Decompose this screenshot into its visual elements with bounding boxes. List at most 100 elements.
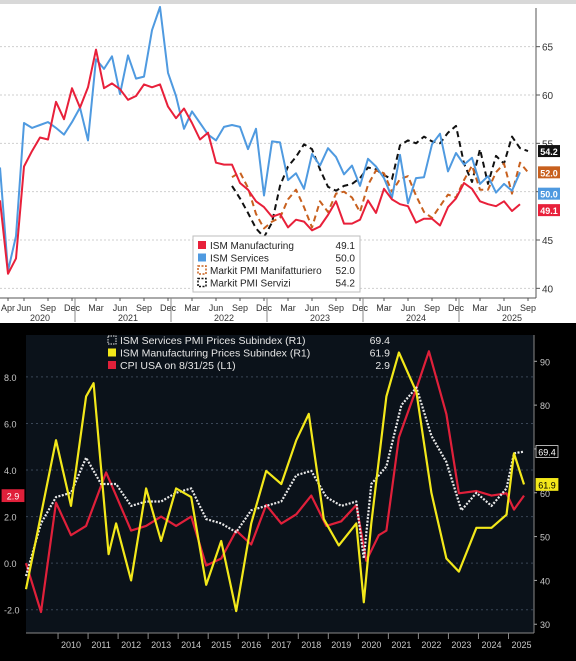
chart2-series-line-0 bbox=[24, 386, 525, 577]
chart1-xtick-label: Jun bbox=[17, 303, 32, 313]
chart1-xtick-label: Sep bbox=[328, 303, 344, 313]
chart1-end-value-tag bbox=[538, 166, 560, 179]
chart1-xtick-label: Sep bbox=[136, 303, 152, 313]
chart2-right-tick-label: 90 bbox=[540, 357, 550, 367]
chart1-end-value-label: 50.0 bbox=[540, 190, 558, 200]
chart1-year-label: 2023 bbox=[310, 313, 330, 323]
chart1-xtick-label: Apr bbox=[1, 303, 15, 313]
chart1-ytick-label: 45 bbox=[542, 236, 554, 247]
chart2-legend-value: 69.4 bbox=[370, 335, 391, 347]
chart1-ytick-label: 60 bbox=[542, 91, 554, 102]
chart1-xtick-label: Sep bbox=[232, 303, 248, 313]
chart1-series-line-3 bbox=[231, 124, 529, 239]
chart1-legend-swatch bbox=[197, 277, 207, 288]
chart2-left-tick-label: 0.0 bbox=[4, 559, 17, 569]
chart2-legend-swatch bbox=[107, 335, 117, 345]
chart2-xtick-label: 2023 bbox=[451, 640, 471, 650]
chart2-left-tick-label: 4.0 bbox=[4, 466, 17, 476]
chart2-legend-swatch bbox=[108, 361, 116, 369]
chart1-xtick-label: Sep bbox=[424, 303, 440, 313]
chart1-year-label: 2021 bbox=[118, 313, 138, 323]
chart2-right-tick-label: 60 bbox=[540, 489, 550, 499]
chart2-end-value-tag bbox=[1, 489, 25, 503]
chart1-end-value-tag bbox=[538, 145, 560, 158]
chart2-xtick-label: 2013 bbox=[151, 640, 171, 650]
chart1-legend-value: 50.0 bbox=[336, 254, 356, 265]
chart2-end-value-tag bbox=[535, 445, 559, 458]
chart2-legend-label: ISM Manufacturing Prices Subindex (R1) bbox=[120, 348, 310, 360]
chart2-series-line-2 bbox=[24, 350, 525, 614]
chart1-ytick-label: 40 bbox=[542, 284, 554, 295]
chart2-right-tick-label: 30 bbox=[540, 620, 550, 630]
chart1-legend-swatch bbox=[198, 241, 206, 249]
chart1-legend-label: Markit PMI Manifatturiero bbox=[210, 266, 322, 277]
chart2-xtick-label: 2021 bbox=[391, 640, 411, 650]
chart1-xtick-label: Jun bbox=[113, 303, 128, 313]
chart1-end-value-label: 52.0 bbox=[540, 168, 558, 178]
chart1-ytick-label: 65 bbox=[542, 43, 554, 54]
chart1-legend-value: 54.2 bbox=[336, 279, 356, 290]
chart2-xtick-label: 2012 bbox=[121, 640, 141, 650]
chart2-xtick-label: 2018 bbox=[301, 640, 321, 650]
chart1-ytick-label: 55 bbox=[542, 139, 554, 150]
chart2-xtick-label: 2016 bbox=[241, 640, 261, 650]
chart1-legend-swatch bbox=[197, 265, 207, 275]
prices-subindex-cpi-chart: -2.00.02.04.06.08.0304050607080902010201… bbox=[0, 323, 576, 661]
chart2-end-value-label: 2.9 bbox=[7, 492, 20, 502]
chart2-xtick-label: 2015 bbox=[211, 640, 231, 650]
chart1-xtick-label: Jun bbox=[401, 303, 416, 313]
chart1-legend-value: 49.1 bbox=[336, 241, 356, 252]
chart1-xtick-label: Sep bbox=[520, 303, 536, 313]
chart1-series-line-0 bbox=[0, 48, 521, 275]
chart2-left-tick-label: 2.0 bbox=[4, 513, 17, 523]
chart1-year-label: 2022 bbox=[214, 313, 234, 323]
chart1-end-value-tag bbox=[538, 204, 560, 217]
chart2-end-value-label: 61.9 bbox=[538, 480, 556, 490]
chart2-xtick-label: 2024 bbox=[481, 640, 501, 650]
chart2-xtick-label: 2022 bbox=[421, 640, 441, 650]
chart2-end-value-label: 69.4 bbox=[538, 448, 556, 458]
chart1-end-value-label: 54.2 bbox=[540, 147, 558, 157]
chart1-xtick-label: Dec bbox=[352, 303, 369, 313]
chart1-xtick-label: Dec bbox=[256, 303, 273, 313]
chart2-xtick-label: 2025 bbox=[511, 640, 531, 650]
chart2-series-line-1 bbox=[24, 351, 526, 613]
chart1-xtick-label: Jun bbox=[497, 303, 512, 313]
chart1-xtick-label: Mar bbox=[376, 303, 392, 313]
chart1-legend-swatch bbox=[198, 253, 206, 262]
chart2-legend-label: CPI USA on 8/31/25 (L1) bbox=[120, 360, 236, 372]
chart2-legend-value: 61.9 bbox=[370, 348, 391, 360]
chart1-xtick-label: Dec bbox=[448, 303, 465, 313]
chart1-legend-label: Markit PMI Servizi bbox=[210, 279, 291, 290]
chart1-year-label: 2020 bbox=[30, 313, 50, 323]
chart1-legend-label: ISM Manufacturing bbox=[210, 241, 294, 252]
chart1-legend-box bbox=[192, 235, 361, 293]
chart2-xtick-label: 2010 bbox=[61, 640, 81, 650]
chart1-xtick-label: Jun bbox=[209, 303, 224, 313]
chart1-top-strip bbox=[0, 0, 576, 4]
chart2-xtick-label: 2014 bbox=[181, 640, 201, 650]
chart2-xtick-label: 2019 bbox=[331, 640, 351, 650]
chart1-end-value-tag bbox=[538, 187, 560, 200]
chart2-left-tick-label: 8.0 bbox=[4, 373, 17, 383]
chart2-right-tick-label: 50 bbox=[540, 533, 550, 543]
chart1-end-value-label: 49.1 bbox=[540, 206, 558, 216]
chart1-legend-value: 52.0 bbox=[336, 266, 356, 277]
chart2-xtick-label: 2020 bbox=[361, 640, 381, 650]
pmi-levels-chart: 404550556065AprJunSepDecMarJunSepDecMarJ… bbox=[0, 0, 576, 323]
chart2-legend-value: 2.9 bbox=[375, 360, 390, 372]
chart2-legend-label: ISM Services PMI Prices Subindex (R1) bbox=[120, 335, 306, 347]
chart1-xtick-label: Dec bbox=[64, 303, 81, 313]
chart2-xtick-label: 2011 bbox=[91, 640, 110, 650]
chart1-series-line-1 bbox=[0, 6, 521, 272]
chart2-xtick-label: 2017 bbox=[271, 640, 291, 650]
chart1-year-label: 2025 bbox=[502, 313, 522, 323]
chart1-xtick-label: Mar bbox=[280, 303, 296, 313]
chart2-left-tick-label: 6.0 bbox=[4, 419, 17, 429]
chart2-right-tick-label: 80 bbox=[540, 401, 550, 411]
chart2-legend-swatch bbox=[108, 348, 116, 357]
chart2-right-tick-label: 40 bbox=[540, 576, 550, 586]
chart1-xtick-label: Dec bbox=[160, 303, 177, 313]
chart2-end-value-tag bbox=[535, 478, 559, 491]
